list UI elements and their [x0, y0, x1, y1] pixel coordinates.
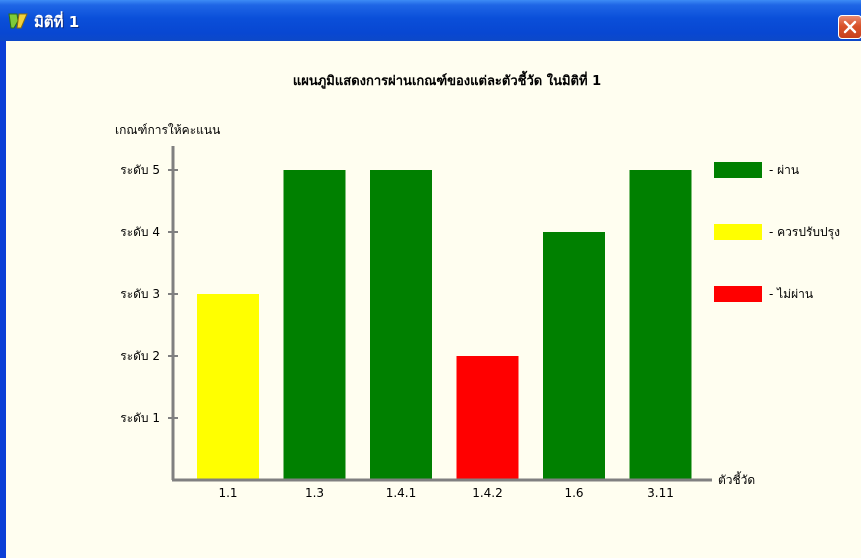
chart-title: แผนภูมิแสดงการผ่านเกณฑ์ของแต่ละตัวชี้วัด…: [293, 70, 601, 89]
legend-label-ไม่ผ่าน: - ไม่ผ่าน: [769, 287, 813, 301]
x-tick-label-1.6: 1.6: [564, 486, 583, 500]
y-tick-label-2: ระดับ 2: [120, 349, 160, 363]
close-button[interactable]: [838, 15, 861, 39]
bar-1.3: [283, 170, 346, 480]
y-axis-label: เกณฑ์การให้คะแนน: [115, 123, 220, 137]
legend-swatch-ควรปรับปรุง: [714, 224, 762, 240]
legend-label-ควรปรับปรุง: - ควรปรับปรุง: [769, 225, 840, 240]
legend-label-ผ่าน: - ผ่าน: [769, 163, 799, 177]
x-tick-label-3.11: 3.11: [647, 486, 674, 500]
bar-1.4.1: [370, 170, 432, 480]
bar-1.4.2: [456, 356, 519, 480]
y-tick-label-4: ระดับ 4: [120, 225, 160, 239]
close-icon: [843, 20, 857, 34]
bar-3.11: [629, 170, 692, 480]
bar-1.6: [543, 232, 605, 480]
title-bar[interactable]: มิติที่ 1: [0, 0, 861, 41]
x-tick-label-1.1: 1.1: [218, 486, 237, 500]
x-axis-label: ตัวชี้วัด: [718, 471, 755, 487]
x-tick-label-1.4.1: 1.4.1: [386, 486, 417, 500]
bar-chart: แผนภูมิแสดงการผ่านเกณฑ์ของแต่ละตัวชี้วัด…: [115, 70, 840, 500]
bar-1.1: [197, 294, 259, 480]
x-tick-label-1.3: 1.3: [305, 486, 324, 500]
y-tick-label-5: ระดับ 5: [120, 163, 160, 177]
y-tick-label-1: ระดับ 1: [120, 411, 160, 425]
y-tick-label-3: ระดับ 3: [120, 287, 160, 301]
legend-swatch-ผ่าน: [714, 162, 762, 178]
chart-area: แผนภูมิแสดงการผ่านเกณฑ์ของแต่ละตัวชี้วัด…: [6, 41, 861, 558]
legend-swatch-ไม่ผ่าน: [714, 286, 762, 302]
x-tick-label-1.4.2: 1.4.2: [472, 486, 503, 500]
window-title: มิติที่ 1: [34, 13, 80, 31]
chart-app-icon: [8, 13, 28, 29]
